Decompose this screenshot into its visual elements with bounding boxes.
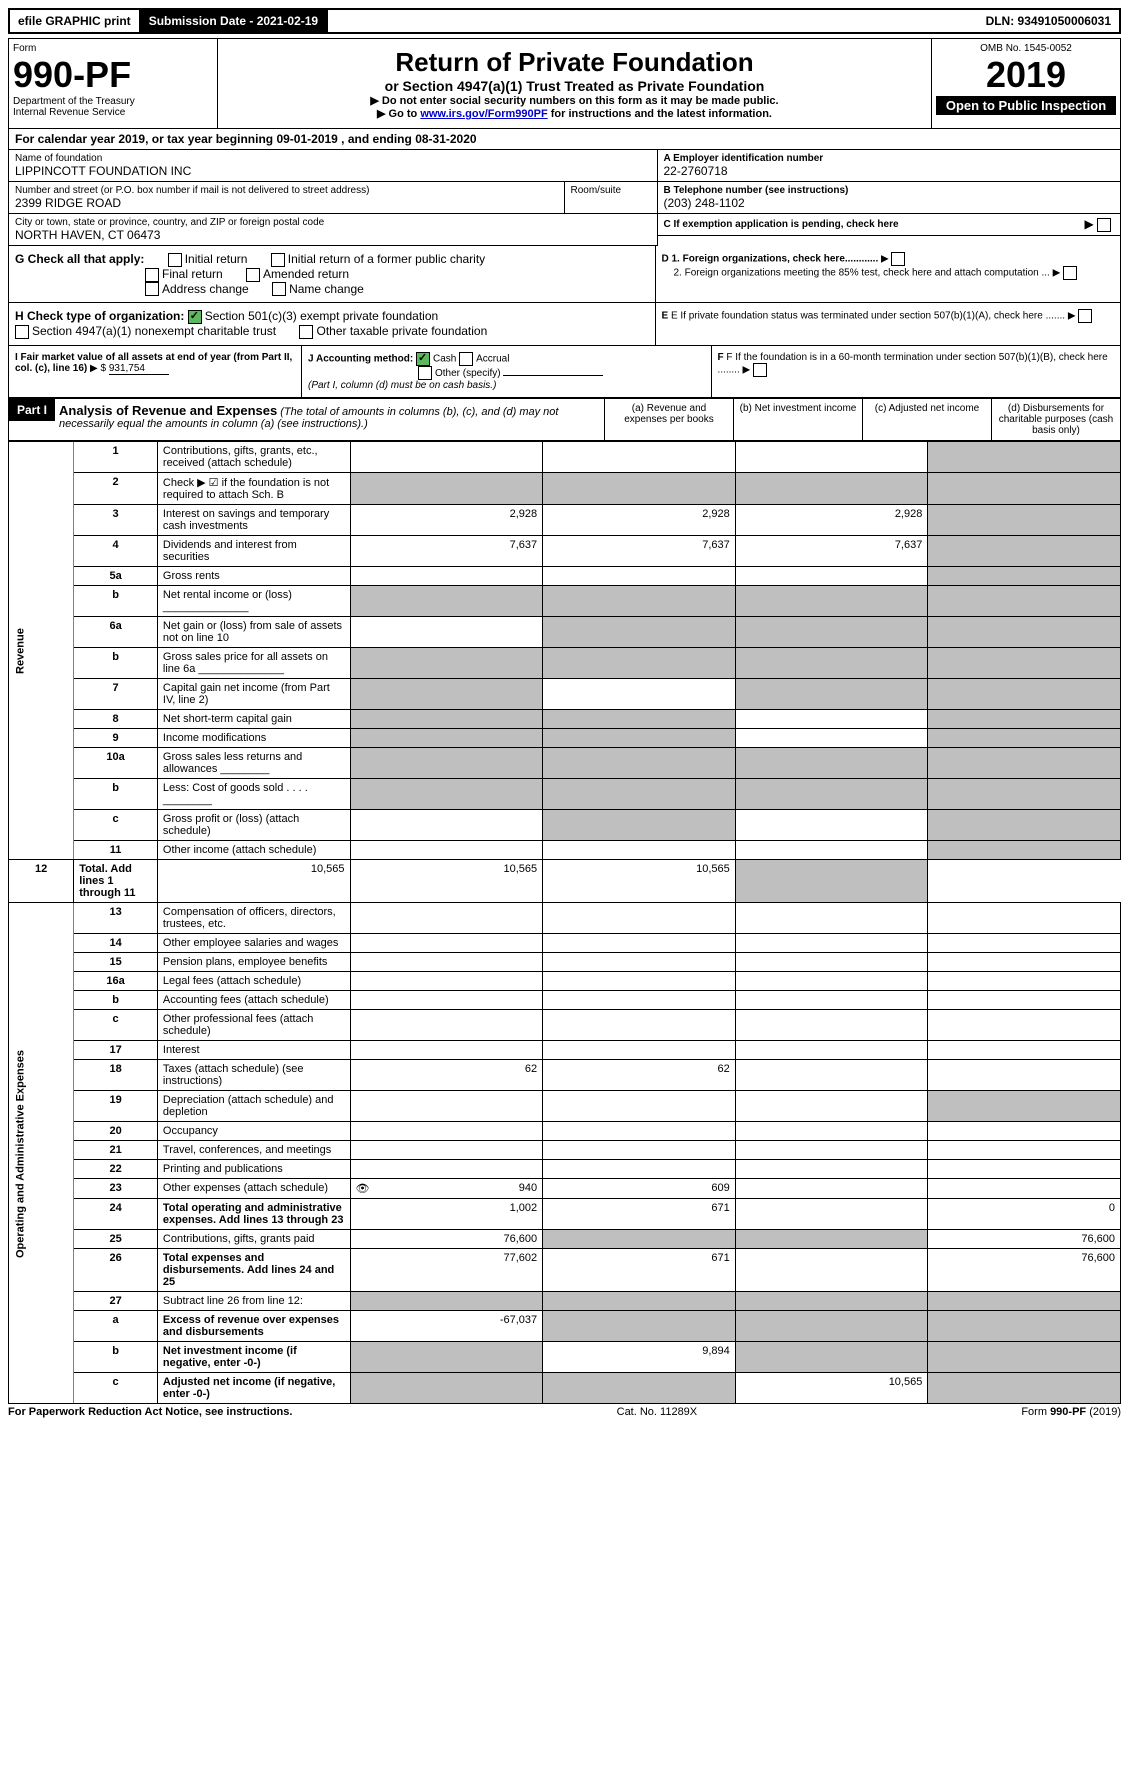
j-cash-check[interactable] [416, 352, 430, 366]
g-section: G Check all that apply: Initial return I… [15, 252, 649, 296]
phone-label: B Telephone number (see instructions) [664, 185, 1115, 196]
form-number: 990-PF [13, 54, 213, 96]
form-title: Return of Private Foundation [226, 47, 923, 78]
city-label: City or town, state or province, country… [15, 217, 651, 228]
period-row: For calendar year 2019, or tax year begi… [8, 129, 1121, 150]
table-row: 23Other expenses (attach schedule)👁94060… [9, 1179, 1121, 1199]
form-header: Form 990-PF Department of the Treasury I… [8, 38, 1121, 129]
col-d: (d) Disbursements for charitable purpose… [991, 399, 1120, 440]
revenue-label: Revenue [9, 442, 74, 860]
table-row: 24Total operating and administrative exp… [9, 1199, 1121, 1230]
ein: 22-2760718 [664, 164, 1115, 178]
table-row: 14Other employee salaries and wages [9, 934, 1121, 953]
table-row: 20Occupancy [9, 1122, 1121, 1141]
period-begin: 09-01-2019 [276, 132, 337, 146]
part1-label: Part I [9, 399, 55, 421]
open-inspection: Open to Public Inspection [936, 96, 1116, 115]
c-checkbox[interactable] [1097, 218, 1111, 232]
table-row: 22Printing and publications [9, 1160, 1121, 1179]
form-note1: ▶ Do not enter social security numbers o… [226, 94, 923, 107]
table-row: 21Travel, conferences, and meetings [9, 1141, 1121, 1160]
table-row: 4Dividends and interest from securities7… [9, 536, 1121, 567]
form-subtitle: or Section 4947(a)(1) Trust Treated as P… [226, 78, 923, 94]
table-row: 13Compensation of officers, directors, t… [9, 903, 1121, 934]
table-row: cAdjusted net income (if negative, enter… [9, 1373, 1121, 1404]
foundation-name: LIPPINCOTT FOUNDATION INC [15, 164, 651, 178]
table-row: 2Check ▶ ☑ if the foundation is not requ… [9, 473, 1121, 505]
table-row: bAccounting fees (attach schedule) [9, 991, 1121, 1010]
irs: Internal Revenue Service [13, 107, 213, 118]
col-c: (c) Adjusted net income [862, 399, 991, 440]
addr: 2399 RIDGE ROAD [15, 196, 558, 210]
table-row: 12Total. Add lines 1 through 1110,56510,… [9, 860, 1121, 903]
table-row: 18Taxes (attach schedule) (see instructi… [9, 1060, 1121, 1091]
table-row: 16aLegal fees (attach schedule) [9, 972, 1121, 991]
phone: (203) 248-1102 [664, 196, 1115, 210]
table-row: 6aNet gain or (loss) from sale of assets… [9, 617, 1121, 648]
h-501c3-check[interactable] [188, 310, 202, 324]
table-row: 9Income modifications [9, 729, 1121, 748]
ein-label: A Employer identification number [664, 153, 1115, 164]
table-row: aExcess of revenue over expenses and dis… [9, 1311, 1121, 1342]
col-a: (a) Revenue and expenses per books [604, 399, 733, 440]
table-row: 3Interest on savings and temporary cash … [9, 505, 1121, 536]
table-row: 25Contributions, gifts, grants paid76,60… [9, 1230, 1121, 1249]
room-label: Room/suite [571, 185, 651, 196]
form990pf-link[interactable]: www.irs.gov/Form990PF [420, 108, 547, 120]
dept: Department of the Treasury [13, 96, 213, 107]
table-row: 1Contributions, gifts, grants, etc., rec… [9, 442, 1121, 473]
table-row: bNet investment income (if negative, ent… [9, 1342, 1121, 1373]
omb: OMB No. 1545-0052 [936, 43, 1116, 54]
table-row: 19Depreciation (attach schedule) and dep… [9, 1091, 1121, 1122]
table-row: 7Capital gain net income (from Part IV, … [9, 679, 1121, 710]
table-row: 15Pension plans, employee benefits [9, 953, 1121, 972]
table-row: 11Other income (attach schedule) [9, 841, 1121, 860]
part1-header: Part I Analysis of Revenue and Expenses … [8, 398, 1121, 441]
efile-label: efile GRAPHIC print [10, 10, 141, 32]
table-row: 17Interest [9, 1041, 1121, 1060]
d2: 2. Foreign organizations meeting the 85%… [662, 266, 1115, 280]
col-b: (b) Net investment income [733, 399, 862, 440]
analysis-table: Revenue 1Contributions, gifts, grants, e… [8, 441, 1121, 1404]
dln: DLN: 93491050006031 [978, 10, 1119, 32]
table-row: cGross profit or (loss) (attach schedule… [9, 810, 1121, 841]
c-label: C If exemption application is pending, c… [664, 219, 899, 230]
page-footer: For Paperwork Reduction Act Notice, see … [8, 1406, 1121, 1418]
table-row: 10aGross sales less returns and allowanc… [9, 748, 1121, 779]
table-row: 5aGross rents [9, 567, 1121, 586]
name-label: Name of foundation [15, 153, 651, 164]
addr-label: Number and street (or P.O. box number if… [15, 185, 558, 196]
expenses-label: Operating and Administrative Expenses [9, 903, 74, 1404]
efile-topbar: efile GRAPHIC print Submission Date - 20… [8, 8, 1121, 34]
submission-date: Submission Date - 2021-02-19 [141, 10, 328, 32]
fmv-value: 931,754 [109, 363, 169, 375]
table-row: cOther professional fees (attach schedul… [9, 1010, 1121, 1041]
form-note2: ▶ Go to www.irs.gov/Form990PF for instru… [226, 107, 923, 120]
tax-year: 2019 [936, 54, 1116, 96]
table-row: bLess: Cost of goods sold . . . . ______… [9, 779, 1121, 810]
table-row: 8Net short-term capital gain [9, 710, 1121, 729]
table-row: bNet rental income or (loss) ___________… [9, 586, 1121, 617]
city: NORTH HAVEN, CT 06473 [15, 228, 651, 242]
table-row: bGross sales price for all assets on lin… [9, 648, 1121, 679]
period-end: 08-31-2020 [415, 132, 476, 146]
d1: D 1. Foreign organizations, check here..… [662, 252, 1115, 266]
table-row: 27Subtract line 26 from line 12: [9, 1292, 1121, 1311]
form-label: Form [13, 43, 213, 54]
table-row: 26Total expenses and disbursements. Add … [9, 1249, 1121, 1292]
